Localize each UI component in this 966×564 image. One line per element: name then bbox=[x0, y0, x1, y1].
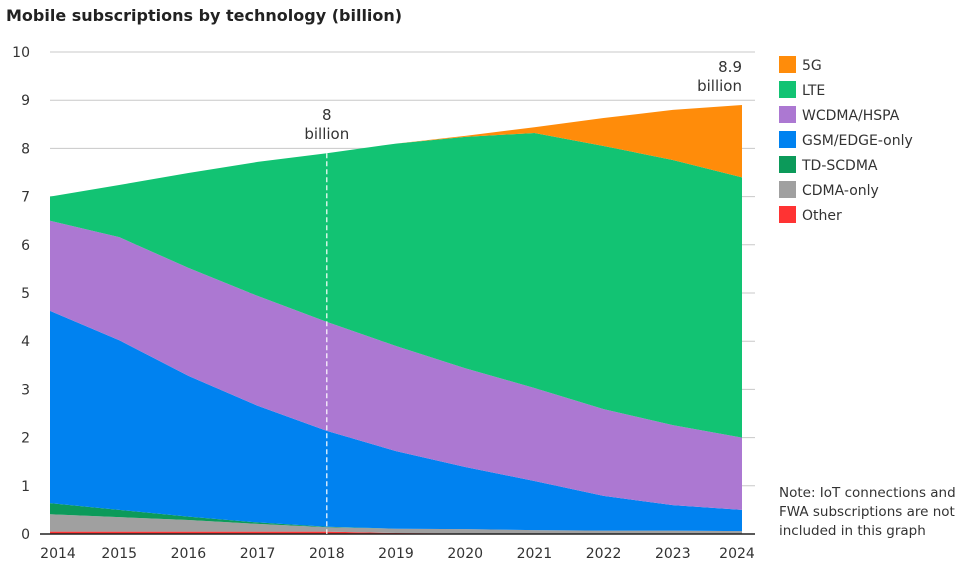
legend-item: GSM/EDGE-only bbox=[779, 131, 913, 149]
x-tick-label: 2017 bbox=[240, 546, 276, 562]
x-tick-label: 2019 bbox=[378, 546, 414, 562]
y-tick-label: 4 bbox=[21, 334, 30, 350]
x-tick-label: 2022 bbox=[586, 546, 622, 562]
y-tick-label: 1 bbox=[21, 479, 30, 495]
y-tick-label: 5 bbox=[21, 286, 30, 302]
area-wcdma-hspa bbox=[50, 220, 742, 510]
legend-swatch bbox=[779, 156, 796, 173]
note-text: included in this graph bbox=[779, 523, 926, 539]
legend-item: Other bbox=[779, 206, 842, 224]
legend-item: WCDMA/HSPA bbox=[779, 106, 900, 124]
y-tick-label: 3 bbox=[21, 382, 30, 398]
x-tick-label: 2021 bbox=[517, 546, 553, 562]
legend-item: LTE bbox=[779, 81, 825, 99]
x-tick-label: 2015 bbox=[101, 546, 137, 562]
legend-label: Other bbox=[802, 208, 842, 224]
legend-item: TD-SCDMA bbox=[779, 156, 878, 174]
legend-swatch bbox=[779, 106, 796, 123]
area-td-scdma bbox=[50, 503, 742, 532]
legend-label: WCDMA/HSPA bbox=[802, 108, 900, 124]
legend-item: CDMA-only bbox=[779, 181, 879, 199]
area-5g bbox=[50, 105, 742, 197]
chart-title: Mobile subscriptions by technology (bill… bbox=[6, 6, 402, 25]
annotation-unit: billion bbox=[697, 77, 742, 95]
legend-label: CDMA-only bbox=[802, 183, 879, 199]
x-tick-label: 2014 bbox=[40, 546, 76, 562]
y-tick-label: 7 bbox=[21, 190, 30, 206]
legend-label: TD-SCDMA bbox=[801, 158, 878, 174]
note-text: Note: IoT connections and bbox=[779, 485, 956, 501]
x-tick-label: 2016 bbox=[171, 546, 207, 562]
legend-label: LTE bbox=[802, 83, 825, 99]
annotation-value: 8.9 bbox=[718, 58, 742, 76]
legend-swatch bbox=[779, 206, 796, 223]
x-tick-label: 2024 bbox=[719, 546, 755, 562]
annotation-value: 8 bbox=[322, 106, 332, 124]
legend-swatch bbox=[779, 56, 796, 73]
area-cdma-only bbox=[50, 514, 742, 534]
x-tick-label: 2020 bbox=[447, 546, 483, 562]
y-tick-label: 10 bbox=[12, 45, 30, 61]
y-tick-label: 0 bbox=[21, 527, 30, 543]
legend-swatch bbox=[779, 181, 796, 198]
legend-label: 5G bbox=[802, 58, 822, 74]
area-gsm-edge-only bbox=[50, 310, 742, 532]
legend-swatch bbox=[779, 81, 796, 98]
x-tick-label: 2018 bbox=[309, 546, 345, 562]
y-tick-label: 2 bbox=[21, 431, 30, 447]
y-tick-label: 6 bbox=[21, 238, 30, 254]
legend-label: GSM/EDGE-only bbox=[802, 133, 913, 149]
x-tick-label: 2023 bbox=[655, 546, 691, 562]
legend-item: 5G bbox=[779, 56, 822, 74]
area-lte bbox=[50, 132, 742, 438]
annotation-unit: billion bbox=[304, 125, 349, 143]
legend-swatch bbox=[779, 131, 796, 148]
y-tick-label: 9 bbox=[21, 93, 30, 109]
y-tick-label: 8 bbox=[21, 141, 30, 157]
note-text: FWA subscriptions are not bbox=[779, 504, 955, 520]
